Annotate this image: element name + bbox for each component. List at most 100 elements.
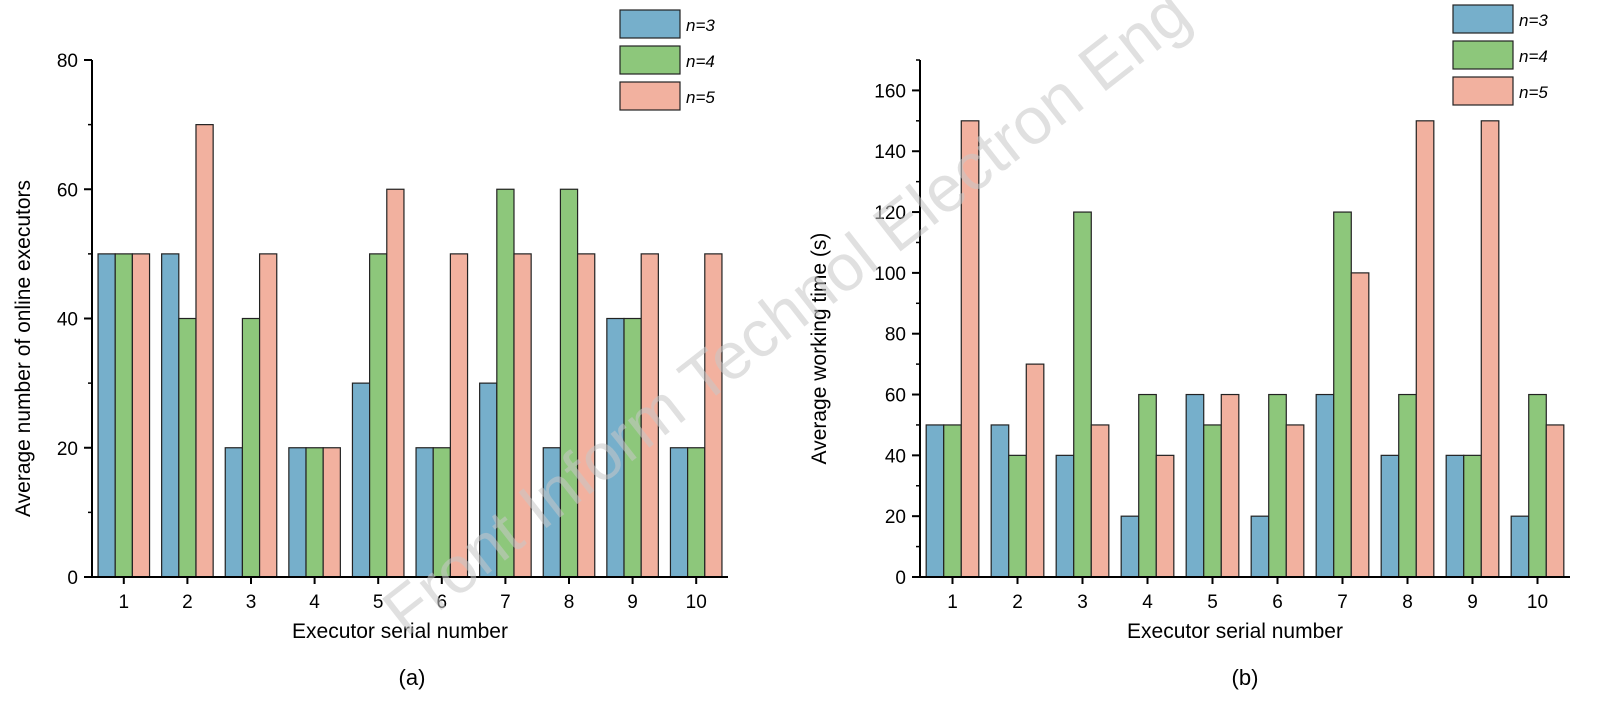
x-tick-label: 9 [1467, 592, 1478, 613]
bar [1510, 515, 1530, 578]
legend-swatch [619, 81, 681, 111]
bar [288, 447, 307, 578]
y-tick-label: 140 [874, 142, 906, 163]
x-tick-label: 10 [1527, 592, 1548, 613]
bar [1268, 393, 1287, 578]
x-tick-label: 6 [1272, 592, 1283, 613]
y-tick-label: 40 [57, 310, 78, 331]
x-axis-title: Executor serial number [292, 620, 508, 643]
y-tick-label: 60 [885, 386, 906, 407]
legend-label: n=5 [1519, 83, 1548, 102]
legend-label: n=3 [686, 16, 715, 35]
x-tick-label: 3 [1077, 592, 1088, 613]
y-tick-label: 100 [874, 264, 906, 285]
x-tick-label: 3 [246, 592, 257, 613]
chart-panel-b: 0 20 40 60 80 100 120 140 160 1 2 3 4 5 6 7 8 9 10 Executor… [808, 4, 1570, 690]
bar [1090, 424, 1110, 578]
bar [1445, 454, 1465, 578]
bar [97, 253, 116, 578]
y-tick-label: 60 [57, 180, 78, 201]
x-tick-label: 8 [564, 592, 575, 613]
x-tick-label: 9 [627, 592, 638, 613]
bar [687, 447, 706, 578]
bar [131, 253, 151, 578]
y-tick-label: 40 [885, 446, 906, 467]
bar [1333, 211, 1352, 578]
y-tick-label: 0 [67, 568, 78, 589]
legend-swatch [1452, 4, 1514, 34]
bar [1055, 454, 1075, 578]
bar [258, 253, 278, 578]
bar [990, 424, 1010, 578]
y-tick-label: 0 [895, 568, 906, 589]
bar [114, 253, 133, 578]
bar [1185, 393, 1205, 578]
bar [1220, 393, 1240, 578]
legend-swatch [619, 9, 681, 39]
x-tick-label: 6 [437, 592, 448, 613]
bar [1545, 424, 1565, 578]
x-tick-label: 1 [119, 592, 130, 613]
y-tick-label: 20 [885, 507, 906, 528]
bar [1120, 515, 1140, 578]
bar [669, 447, 689, 578]
bar [1025, 363, 1045, 578]
bar [1380, 454, 1400, 578]
legend-label: n=5 [686, 88, 715, 107]
bar [386, 188, 405, 578]
bar [925, 424, 945, 578]
x-tick-label: 2 [182, 592, 193, 613]
x-tick-label: 1 [947, 592, 958, 613]
legend-swatch [619, 45, 681, 75]
bar [369, 253, 388, 578]
x-tick-label: 2 [1012, 592, 1023, 613]
bar [1203, 424, 1222, 578]
bar [1073, 211, 1092, 578]
bar [1285, 424, 1305, 578]
bar [351, 382, 371, 578]
legend-label: n=4 [686, 52, 715, 71]
y-tick-label: 120 [874, 203, 906, 224]
bar [1398, 393, 1417, 578]
x-tick-label: 4 [1142, 592, 1153, 613]
y-tick-label: 80 [885, 325, 906, 346]
bar [1138, 393, 1157, 578]
x-tick-label: 10 [686, 592, 707, 613]
panel-label: (b) [1232, 665, 1259, 690]
x-tick-label: 5 [1207, 592, 1218, 613]
bar [943, 424, 962, 578]
bar [224, 447, 244, 578]
y-tick-label: 80 [57, 51, 78, 72]
bar [1528, 393, 1547, 578]
legend-label: n=4 [1519, 47, 1548, 66]
bar [1463, 454, 1482, 578]
x-tick-label: 8 [1402, 592, 1413, 613]
panel-label: (a) [399, 665, 426, 690]
bar [1415, 120, 1435, 578]
bar [241, 317, 261, 578]
chart-panel-a: 0 20 40 60 80 1 2 3 4 5 6 7 8 9 10 Executor serial numb… [12, 9, 728, 690]
y-tick-label: 20 [57, 439, 78, 460]
y-tick-label: 160 [874, 81, 906, 102]
bar [322, 447, 341, 578]
y-axis-title: Average working time (s) [808, 233, 831, 465]
bar [1350, 272, 1370, 578]
bar [1250, 515, 1270, 578]
bar [305, 447, 324, 578]
x-tick-label: 5 [373, 592, 384, 613]
y-axis-title: Average number of online executors [12, 180, 35, 517]
x-axis-title: Executor serial number [1127, 620, 1343, 643]
legend-swatch [1452, 76, 1514, 106]
bar [1008, 454, 1027, 578]
legend-label: n=3 [1519, 11, 1548, 30]
legend-swatch [1452, 40, 1514, 70]
x-tick-label: 7 [500, 592, 511, 613]
bar [161, 253, 180, 578]
bar [1155, 454, 1175, 578]
x-tick-label: 7 [1337, 592, 1348, 613]
x-tick-label: 4 [309, 592, 320, 613]
bar [178, 317, 197, 578]
bar [1315, 393, 1335, 578]
bar [1480, 120, 1500, 578]
